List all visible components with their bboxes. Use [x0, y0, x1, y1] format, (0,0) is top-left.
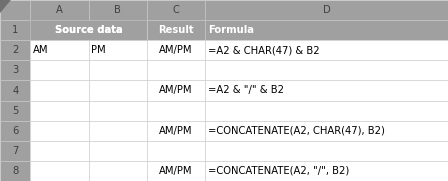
Bar	[30, 141, 89, 161]
Bar	[89, 0, 147, 20]
Bar	[89, 60, 147, 80]
Bar	[205, 80, 448, 101]
Bar	[0, 161, 30, 181]
Text: AM/PM: AM/PM	[159, 85, 193, 96]
Bar	[0, 80, 30, 101]
Text: AM/PM: AM/PM	[159, 45, 193, 55]
Bar	[30, 20, 89, 40]
Text: AM: AM	[33, 45, 49, 55]
Text: C: C	[172, 5, 180, 15]
Bar	[147, 80, 205, 101]
Bar	[30, 40, 89, 60]
Bar	[30, 121, 89, 141]
Bar	[205, 121, 448, 141]
Bar	[0, 121, 30, 141]
Bar	[205, 101, 448, 121]
Bar	[147, 40, 205, 60]
Bar	[0, 60, 30, 80]
Bar	[89, 101, 147, 121]
Bar	[205, 161, 448, 181]
Text: A: A	[56, 5, 63, 15]
Text: =A2 & CHAR(47) & B2: =A2 & CHAR(47) & B2	[208, 45, 319, 55]
Text: 4: 4	[12, 85, 18, 96]
Bar	[0, 101, 30, 121]
Bar	[0, 141, 30, 161]
Bar	[89, 80, 147, 101]
Text: =A2 & "/" & B2: =A2 & "/" & B2	[208, 85, 284, 96]
Bar	[30, 161, 89, 181]
Text: Result: Result	[158, 25, 194, 35]
Text: =CONCATENATE(A2, CHAR(47), B2): =CONCATENATE(A2, CHAR(47), B2)	[208, 126, 385, 136]
Bar	[147, 101, 205, 121]
Text: PM: PM	[91, 45, 106, 55]
Text: 1: 1	[12, 25, 18, 35]
Bar	[0, 40, 30, 60]
Bar	[147, 141, 205, 161]
Text: Formula: Formula	[208, 25, 254, 35]
Bar	[89, 40, 147, 60]
Text: D: D	[323, 5, 331, 15]
Bar	[89, 121, 147, 141]
Bar	[205, 141, 448, 161]
Bar	[89, 20, 147, 40]
Bar	[205, 40, 448, 60]
Bar	[0, 0, 30, 20]
Bar	[30, 20, 147, 40]
Text: 8: 8	[12, 166, 18, 176]
Text: 7: 7	[12, 146, 18, 156]
Bar	[147, 161, 205, 181]
Text: AM/PM: AM/PM	[159, 166, 193, 176]
Polygon shape	[0, 0, 11, 13]
Bar	[0, 20, 30, 40]
Bar	[89, 141, 147, 161]
Bar	[147, 20, 205, 40]
Bar	[89, 161, 147, 181]
Bar	[30, 60, 89, 80]
Text: =CONCATENATE(A2, "/", B2): =CONCATENATE(A2, "/", B2)	[208, 166, 349, 176]
Text: 2: 2	[12, 45, 18, 55]
Text: 6: 6	[12, 126, 18, 136]
Bar	[30, 0, 89, 20]
Text: B: B	[114, 5, 121, 15]
Bar	[205, 20, 448, 40]
Text: Source data: Source data	[55, 25, 123, 35]
Text: Source data: Source data	[55, 25, 123, 35]
Bar	[30, 101, 89, 121]
Bar	[205, 60, 448, 80]
Text: 5: 5	[12, 106, 18, 116]
Bar	[30, 20, 147, 40]
Bar	[30, 80, 89, 101]
Bar	[147, 0, 205, 20]
Text: AM/PM: AM/PM	[159, 126, 193, 136]
Bar	[147, 121, 205, 141]
Text: 3: 3	[12, 65, 18, 75]
Bar	[147, 60, 205, 80]
Bar	[205, 0, 448, 20]
